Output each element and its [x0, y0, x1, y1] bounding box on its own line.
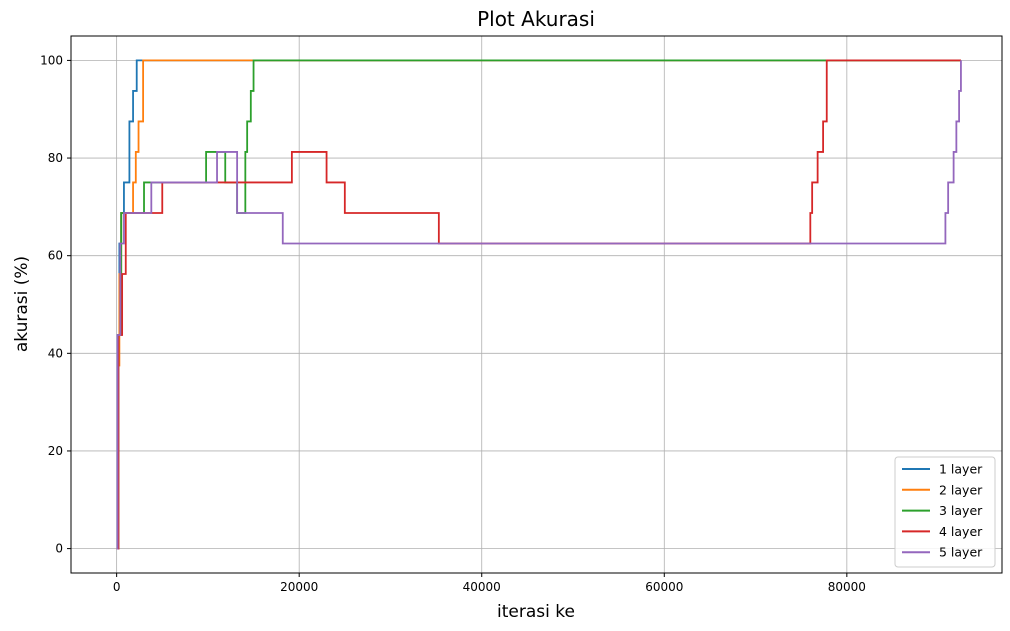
y-tick-label: 80	[48, 151, 63, 165]
series-lines	[116, 59, 962, 550]
legend: 1 layer 2 layer 3 layer 4 layer 5 layer	[894, 456, 996, 568]
legend-label: 3 layer	[939, 503, 983, 518]
y-tick-label: 20	[48, 444, 63, 458]
chart-title: Plot Akurasi	[477, 7, 595, 31]
legend-label: 5 layer	[939, 545, 983, 560]
legend-label: 4 layer	[939, 524, 983, 539]
legend-box	[894, 456, 996, 568]
y-axis-label: akurasi (%)	[12, 256, 32, 352]
y-tick-label: 0	[55, 542, 63, 556]
x-tick-label: 60000	[645, 580, 683, 594]
x-tick-label: 40000	[463, 580, 501, 594]
legend-label: 1 layer	[939, 462, 983, 477]
y-tick-label: 100	[40, 53, 63, 67]
series-line-5	[116, 60, 962, 550]
axis-ticks: 0 20000 40000 60000 80000 0 20 40 60 80 100	[40, 53, 866, 594]
y-tick-label: 60	[48, 249, 63, 263]
plot-frame	[70, 35, 1003, 574]
legend-label: 2 layer	[939, 482, 983, 497]
series-line-4	[116, 59, 961, 550]
y-tick-label: 40	[48, 346, 63, 360]
x-axis-label: iterasi ke	[497, 602, 575, 622]
x-tick-label: 80000	[828, 580, 866, 594]
x-tick-label: 0	[113, 580, 121, 594]
x-tick-label: 20000	[280, 580, 318, 594]
